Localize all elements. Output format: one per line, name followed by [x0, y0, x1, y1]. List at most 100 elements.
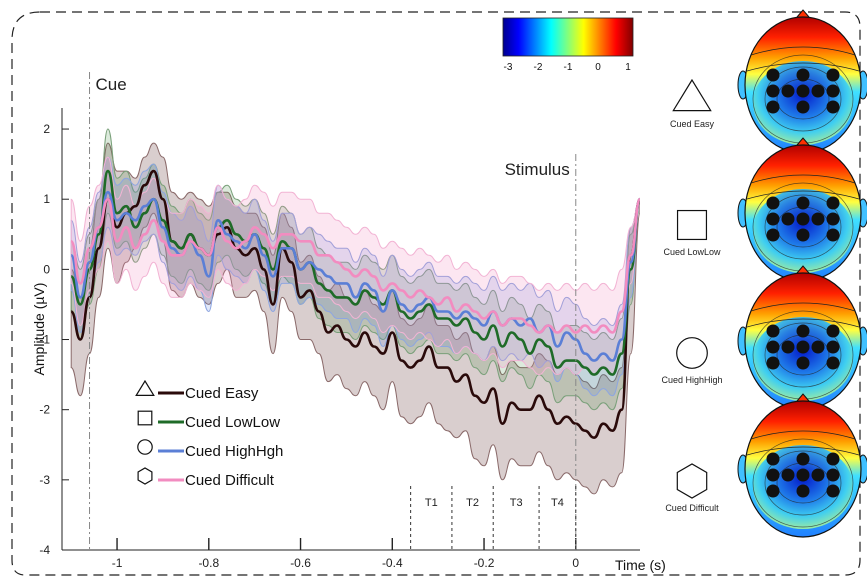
y-tick-label: -1 [39, 333, 50, 347]
event-label: Cue [96, 75, 127, 94]
series-lines [69, 169, 640, 439]
nose [796, 137, 810, 146]
nose [796, 9, 810, 18]
x-tick-label: -0.8 [198, 556, 219, 570]
y-axis-label: Amplitude (µV) [31, 283, 47, 376]
y-tick-label: -4 [39, 543, 50, 557]
contour [746, 318, 860, 328]
contour [746, 62, 860, 72]
legend-entry: Cued LowLow [137, 410, 280, 431]
triangle-icon [135, 379, 155, 396]
series-line [69, 169, 640, 439]
electrode [766, 324, 780, 338]
electrode [766, 212, 780, 226]
colorbar: -3 -2 -1 0 1 [502, 17, 634, 73]
window-label: T2 [466, 497, 479, 509]
window-label: T1 [425, 497, 438, 509]
electrode [826, 324, 840, 338]
electrode [826, 340, 840, 354]
x-tick-label: 0 [572, 556, 579, 570]
electrode [796, 228, 810, 242]
electrode [781, 212, 795, 226]
electrode [796, 212, 810, 226]
contour [750, 174, 856, 184]
legend-label: Cued HighHgh [185, 443, 283, 460]
electrode [766, 68, 780, 82]
contour [764, 194, 842, 260]
legend-entry: Cued Easy [135, 379, 259, 402]
colorbar-tick-label: -3 [504, 62, 513, 73]
y-tick-label: 0 [43, 262, 50, 276]
electrode [781, 340, 795, 354]
electrode [781, 468, 795, 482]
electrode [796, 452, 810, 466]
triangle-icon [672, 78, 712, 112]
electrode [796, 468, 810, 482]
topomap-label: Cued HighHigh [661, 375, 722, 385]
y-tick-label: -2 [39, 403, 50, 417]
event-markers: Cue Stimulus [89, 72, 577, 550]
topomap: Cued HighHigh [661, 265, 867, 410]
electrode [811, 340, 825, 354]
contour [752, 438, 854, 528]
square-icon [137, 410, 153, 426]
electrode [766, 452, 780, 466]
electrode [796, 356, 810, 370]
electrode [766, 228, 780, 242]
window-label: T4 [551, 497, 564, 509]
electrode [796, 84, 810, 98]
hexagon-icon [137, 467, 153, 485]
electrode [826, 68, 840, 82]
electrode [811, 212, 825, 226]
colorbar-tick-label: 0 [595, 62, 601, 73]
figure-frame [11, 11, 861, 576]
electrode [766, 356, 780, 370]
electrode [826, 100, 840, 114]
electrode [811, 84, 825, 98]
nose [796, 265, 810, 274]
axes: 2 1 0 -1 -2 -3 -4 -1 -0.8 -0.6 -0.4 -0.2 0 Time (s) Am… [31, 108, 666, 573]
time-windows: T1 T2 T3 T4 [410, 486, 577, 550]
series-line [69, 197, 640, 334]
circle-icon [676, 337, 708, 369]
contour [750, 302, 856, 312]
x-tick-label: -0.6 [290, 556, 311, 570]
electrode [826, 196, 840, 210]
electrode [826, 228, 840, 242]
electrode [796, 196, 810, 210]
nose [796, 393, 810, 402]
contour [750, 430, 856, 440]
electrode [826, 356, 840, 370]
square-icon [676, 209, 708, 241]
electrode [796, 100, 810, 114]
event-label: Stimulus [505, 160, 570, 179]
electrode [826, 84, 840, 98]
electrode [826, 468, 840, 482]
topomap: Cued Easy [670, 9, 867, 154]
x-tick-label: -0.4 [382, 556, 403, 570]
electrode [766, 84, 780, 98]
legend-entry: Cued HighHgh [137, 439, 283, 460]
topomap: Cued Difficult [665, 393, 867, 538]
electrode [811, 468, 825, 482]
topomap-label: Cued LowLow [663, 247, 721, 257]
window-label: T3 [510, 497, 523, 509]
hexagon-icon [676, 463, 708, 499]
topomap-panel: Cued Easy Cued LowLow Cued HighHigh Cued Di… [661, 9, 867, 538]
series-line [69, 169, 640, 376]
circle-icon [137, 439, 153, 455]
y-tick-label: 2 [43, 122, 50, 136]
legend-label: Cued LowLow [185, 414, 280, 431]
topomap: Cued LowLow [663, 137, 867, 282]
electrode [796, 324, 810, 338]
electrode [796, 484, 810, 498]
colorbar-tick-label: -2 [534, 62, 543, 73]
contour [750, 46, 856, 56]
electrode [826, 484, 840, 498]
electrode [766, 196, 780, 210]
y-tick-label: -3 [39, 473, 50, 487]
erp-plot: 2 1 0 -1 -2 -3 -4 -1 -0.8 -0.6 -0.4 -0.2 0 Time (s) Am… [31, 72, 666, 573]
electrode [826, 452, 840, 466]
legend-label: Cued Easy [185, 385, 259, 402]
